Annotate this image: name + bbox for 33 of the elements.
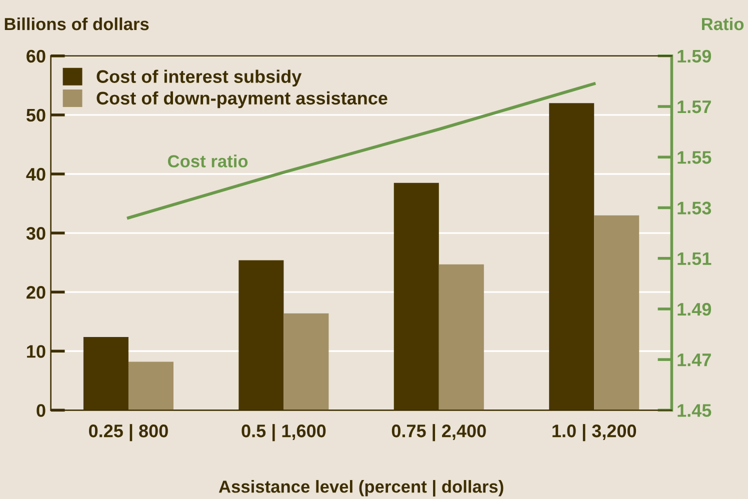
y-tick-label: 60 — [26, 50, 46, 63]
y-tick-label: 30 — [26, 226, 46, 240]
y-tick-label: 40 — [26, 168, 46, 181]
x-tick-label: 1.0 | 3,200 — [552, 424, 636, 442]
y2-axis-title: Ratio — [702, 17, 744, 30]
y2-tick-label: 1.47 — [678, 354, 711, 366]
x-tick-label: 0.75 | 2,400 — [392, 424, 486, 442]
bar — [83, 336, 128, 410]
legend-label: Cost of interest subsidy — [96, 70, 302, 87]
bar — [594, 215, 640, 410]
y-tick-label: 0 — [36, 404, 46, 417]
bar — [128, 362, 174, 410]
bar — [238, 260, 284, 410]
y2-tick-label: 1.59 — [678, 50, 712, 63]
legend-label: Cost of down-payment assistance — [96, 91, 388, 108]
y-axis-title: Billions of dollars — [4, 17, 149, 30]
bar — [394, 182, 439, 410]
y2-tick-label: 1.57 — [678, 100, 711, 114]
y-tick-label: 10 — [27, 345, 46, 358]
y-tick-label: 50 — [26, 108, 46, 122]
x-tick-label: 0.25 | 800 — [89, 424, 168, 442]
y2-tick-label: 1.51 — [678, 252, 712, 266]
series-label: Cost ratio — [168, 154, 248, 168]
x-tick-label: 0.5 | 1,600 — [242, 424, 326, 442]
bar — [438, 264, 484, 410]
y2-tick-label: 1.55 — [678, 151, 712, 164]
y2-tick-label: 1.53 — [678, 202, 712, 214]
y2-tick-label: 1.45 — [678, 404, 712, 417]
x-axis-title: Assistance level (percent | dollars) — [218, 480, 504, 496]
bar — [549, 103, 594, 410]
bar — [284, 313, 329, 410]
y2-tick-label: 1.49 — [678, 302, 712, 316]
y-tick-label: 20 — [26, 286, 46, 299]
